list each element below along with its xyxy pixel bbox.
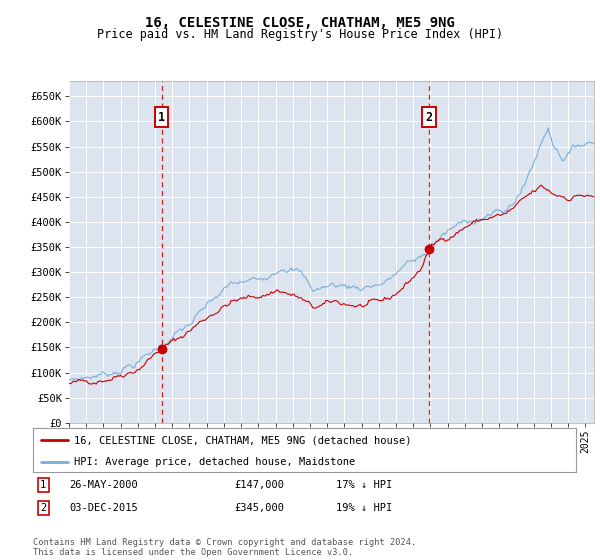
Text: 1: 1 [40,480,46,490]
Text: 17% ↓ HPI: 17% ↓ HPI [336,480,392,490]
Text: HPI: Average price, detached house, Maidstone: HPI: Average price, detached house, Maid… [74,457,355,467]
Text: 16, CELESTINE CLOSE, CHATHAM, ME5 9NG (detached house): 16, CELESTINE CLOSE, CHATHAM, ME5 9NG (d… [74,435,411,445]
Text: 26-MAY-2000: 26-MAY-2000 [69,480,138,490]
Text: 19% ↓ HPI: 19% ↓ HPI [336,503,392,513]
Text: Contains HM Land Registry data © Crown copyright and database right 2024.
This d: Contains HM Land Registry data © Crown c… [33,538,416,557]
Text: 2: 2 [425,110,433,124]
Text: 16, CELESTINE CLOSE, CHATHAM, ME5 9NG: 16, CELESTINE CLOSE, CHATHAM, ME5 9NG [145,16,455,30]
Text: Price paid vs. HM Land Registry's House Price Index (HPI): Price paid vs. HM Land Registry's House … [97,28,503,41]
Text: 1: 1 [158,110,165,124]
Text: 2: 2 [40,503,46,513]
Text: £345,000: £345,000 [234,503,284,513]
Text: £147,000: £147,000 [234,480,284,490]
Text: 03-DEC-2015: 03-DEC-2015 [69,503,138,513]
